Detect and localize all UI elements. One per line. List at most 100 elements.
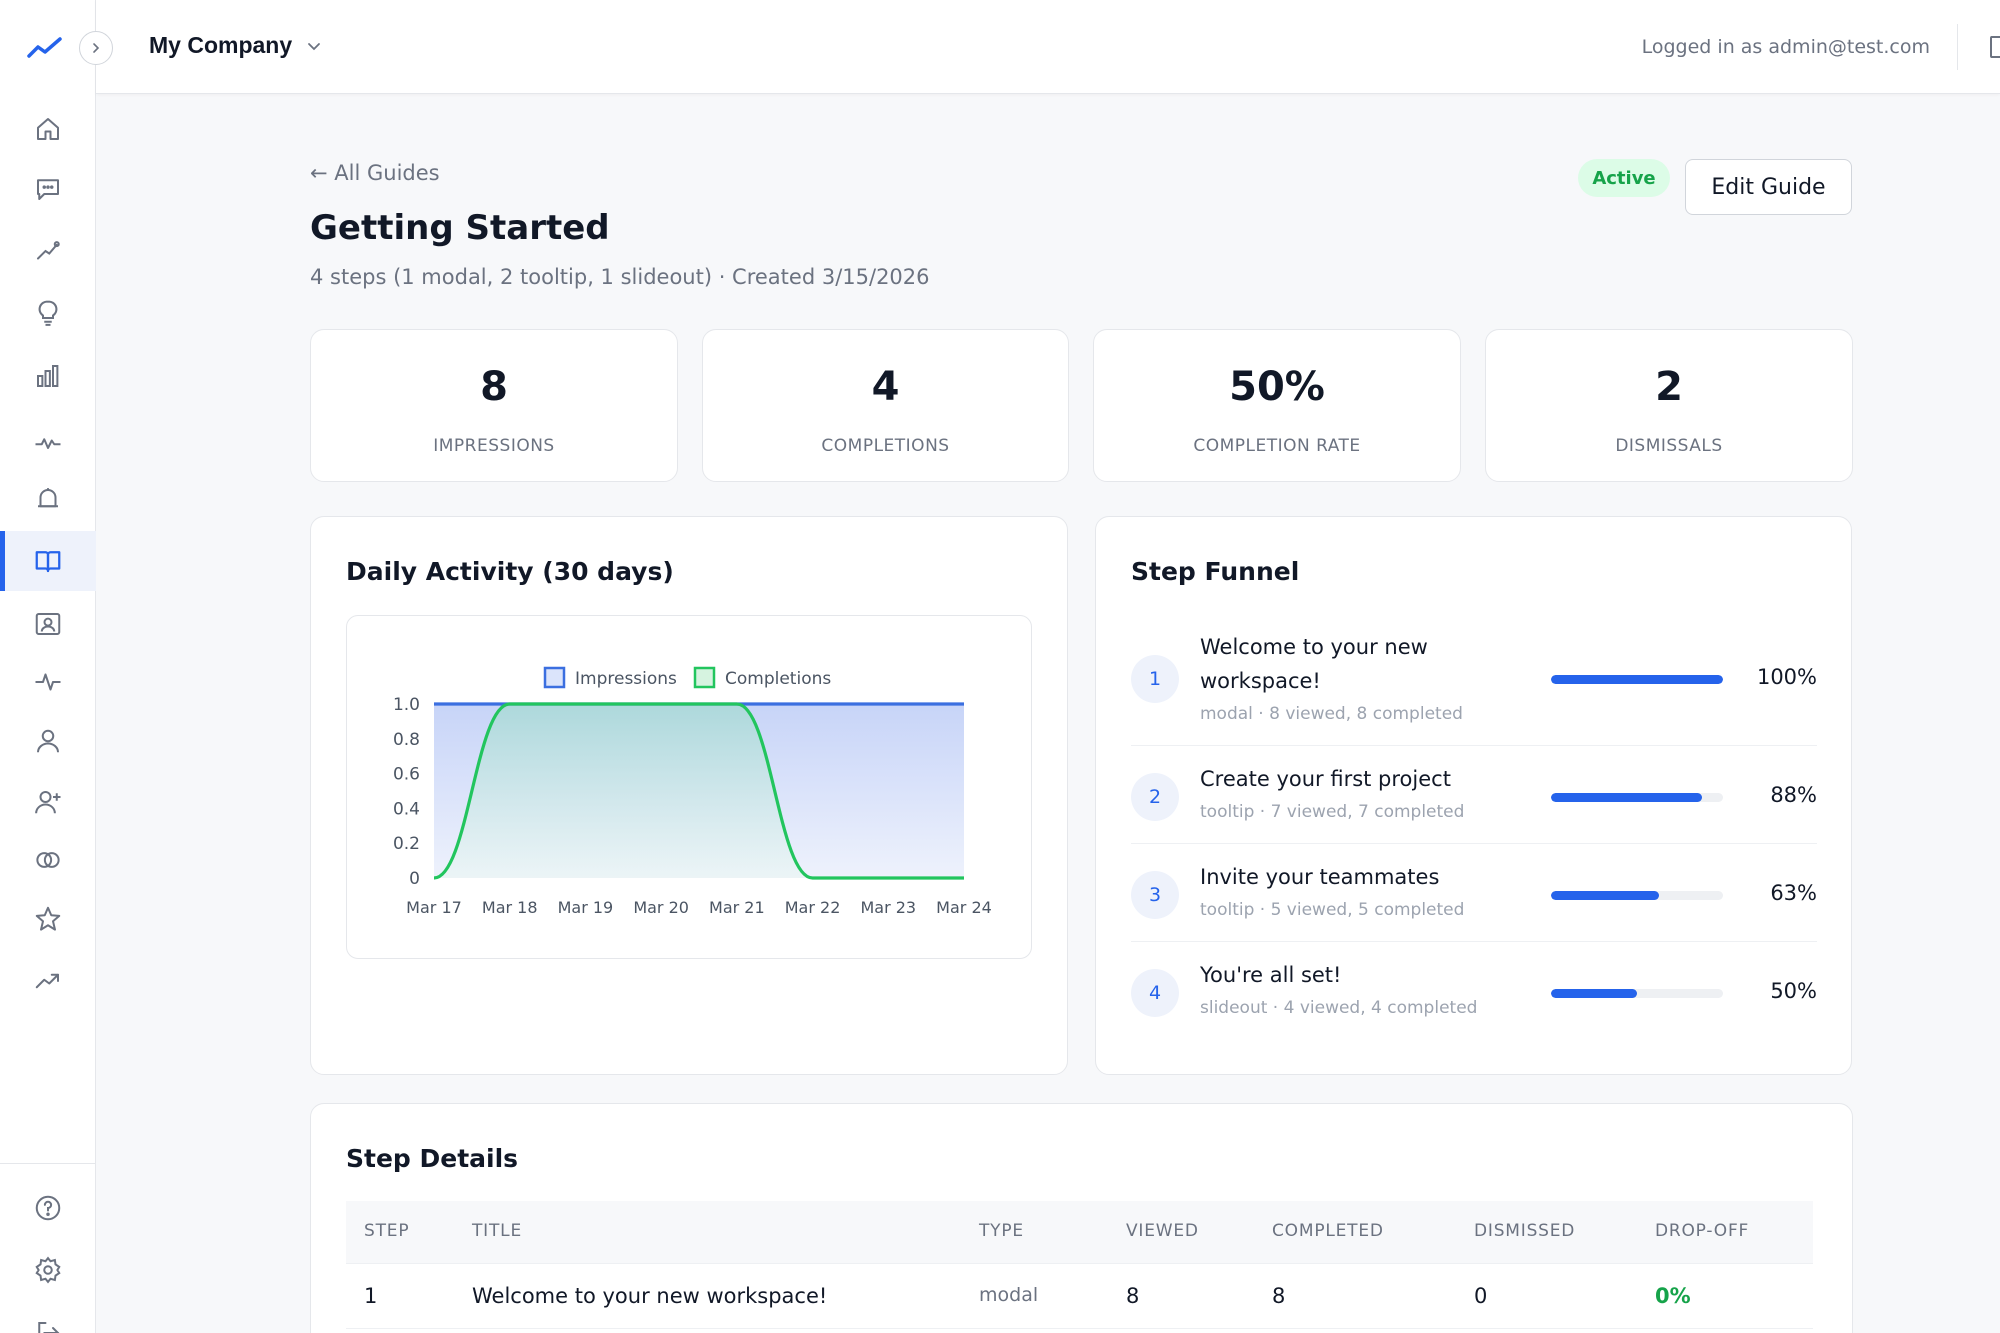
y-tick-label: 0.4 xyxy=(393,799,420,819)
sidebar-item-activity[interactable] xyxy=(0,652,96,712)
logout-icon xyxy=(38,1322,60,1333)
table-divider xyxy=(346,1263,1813,1264)
column-header-title[interactable]: TITLE xyxy=(472,1221,522,1241)
company-switcher[interactable]: My Company xyxy=(149,32,322,59)
stat-label: IMPRESSIONS xyxy=(433,436,555,456)
user-icon xyxy=(37,729,59,753)
stat-value: 4 xyxy=(871,364,900,410)
topbar: My Company Logged in as admin@test.com xyxy=(96,0,2000,94)
series-line-completions xyxy=(433,702,964,880)
x-tick-label: Mar 21 xyxy=(709,898,765,917)
stat-value: 2 xyxy=(1655,364,1683,410)
sidebar-toggle-button[interactable] xyxy=(79,31,113,65)
stat-label: COMPLETIONS xyxy=(821,436,950,456)
stat-label: COMPLETION RATE xyxy=(1193,436,1361,456)
step-meta: modal · 8 viewed, 8 completed xyxy=(1200,704,1463,724)
stat-card-completions: 4 COMPLETIONS xyxy=(702,329,1069,482)
x-tick-label: Mar 20 xyxy=(633,898,689,917)
status-badge: Active xyxy=(1578,159,1670,197)
back-to-guides-link[interactable]: ← All Guides xyxy=(310,161,440,185)
legend-label: Completions xyxy=(725,669,831,689)
activity-icon xyxy=(35,673,61,691)
sidebar-item-settings[interactable] xyxy=(0,1240,96,1300)
column-header-type[interactable]: TYPE xyxy=(979,1221,1024,1241)
step-number-badge: 4 xyxy=(1131,969,1179,1017)
sidebar-item-ideas[interactable] xyxy=(0,283,96,343)
x-tick-label: Mar 22 xyxy=(785,898,841,917)
step-meta: slideout · 4 viewed, 4 completed xyxy=(1200,998,1478,1018)
step-progress-bar xyxy=(1551,675,1723,684)
sidebar-item-users[interactable] xyxy=(0,711,96,771)
step-title: Create your first project xyxy=(1200,767,1451,791)
sidebar-item-trends[interactable] xyxy=(0,221,96,281)
bar-chart-icon xyxy=(37,365,59,387)
y-tick-label: 0.6 xyxy=(393,765,420,785)
y-tick-label: 1.0 xyxy=(393,695,420,715)
cell-completed: 8 xyxy=(1272,1284,1286,1308)
step-title: Welcome to your new workspace! xyxy=(1200,635,1428,693)
sidebar-item-invite[interactable] xyxy=(0,772,96,832)
column-header-dropoff[interactable]: DROP-OFF xyxy=(1655,1221,1750,1241)
chat-icon xyxy=(37,179,59,200)
card-title: Step Funnel xyxy=(1131,557,1300,586)
step-number-badge: 3 xyxy=(1131,871,1179,919)
sidebar-item-growth[interactable] xyxy=(0,951,96,1011)
cell-viewed: 8 xyxy=(1126,1284,1140,1308)
column-header-dismissed[interactable]: DISMISSED xyxy=(1474,1221,1576,1241)
sidebar-item-segments[interactable] xyxy=(0,830,96,890)
step-progress-bar xyxy=(1551,989,1723,998)
company-name: My Company xyxy=(149,32,293,58)
table-header: STEP TITLE TYPE VIEWED COMPLETED DISMISS… xyxy=(346,1201,1813,1263)
x-tick-label: Mar 17 xyxy=(406,898,462,917)
column-header-viewed[interactable]: VIEWED xyxy=(1126,1221,1199,1241)
stat-value: 50% xyxy=(1229,364,1325,410)
sidebar-item-contacts[interactable] xyxy=(0,594,96,654)
step-percentage: 50% xyxy=(1770,979,1817,1003)
step-percentage: 100% xyxy=(1756,665,1817,689)
topbar-divider xyxy=(1957,24,1958,70)
app-logo-icon[interactable] xyxy=(26,34,66,62)
y-tick-label: 0.8 xyxy=(393,730,420,750)
legend-label: Impressions xyxy=(575,669,677,689)
sidebar-item-favorites[interactable] xyxy=(0,889,96,949)
x-tick-label: Mar 23 xyxy=(860,898,916,917)
sidebar-item-messages[interactable] xyxy=(0,159,96,219)
sidebar-item-pulse[interactable] xyxy=(0,413,96,473)
help-icon xyxy=(35,1195,61,1221)
daily-activity-card: Daily Activity (30 days) 1.0 0.8 0.6 0.4 0.2… xyxy=(310,516,1068,1075)
column-header-completed[interactable]: COMPLETED xyxy=(1272,1221,1384,1241)
book-icon xyxy=(35,551,61,573)
step-progress-fill xyxy=(1551,793,1703,802)
sidebar-item-notifications[interactable] xyxy=(0,470,96,530)
column-header-step[interactable]: STEP xyxy=(364,1221,410,1241)
stat-card-completion-rate: 50% COMPLETION RATE xyxy=(1093,329,1461,482)
lightbulb-icon xyxy=(38,300,58,326)
chart-canvas: 1.0 0.8 0.6 0.4 0.2 0 Mar 17 Mar 18 Mar 19 Mar 20… xyxy=(393,666,992,917)
settings-icon xyxy=(35,1256,61,1284)
card-title: Daily Activity (30 days) xyxy=(346,557,674,586)
step-meta: tooltip · 7 viewed, 7 completed xyxy=(1200,802,1465,822)
legend-swatch xyxy=(693,666,716,689)
step-meta: tooltip · 5 viewed, 5 completed xyxy=(1200,900,1465,920)
funnel-divider xyxy=(1131,745,1817,746)
sidebar-item-guides[interactable] xyxy=(0,531,96,591)
step-progress-bar xyxy=(1551,891,1723,900)
funnel-step: 2 Create your first project tooltip · 7 … xyxy=(1131,762,1817,832)
sidebar-item-home[interactable] xyxy=(0,99,96,159)
growth-icon xyxy=(35,973,59,989)
step-progress-fill xyxy=(1551,675,1723,684)
step-details-card: Step Details STEP TITLE TYPE VIEWED COMP… xyxy=(310,1103,1853,1333)
edit-guide-button[interactable]: Edit Guide xyxy=(1685,159,1852,215)
sidebar-item-reports[interactable] xyxy=(0,346,96,406)
notifications-icon[interactable] xyxy=(1990,36,2000,58)
sidebar-item-help[interactable] xyxy=(0,1178,96,1238)
step-title: You're all set! xyxy=(1200,963,1342,987)
step-progress-fill xyxy=(1551,989,1637,998)
x-tick-label: Mar 24 xyxy=(936,898,992,917)
cell-type: modal xyxy=(979,1284,1039,1306)
sidebar xyxy=(0,0,96,1333)
sidebar-item-logout[interactable] xyxy=(0,1303,96,1333)
funnel-divider xyxy=(1131,843,1817,844)
funnel-divider xyxy=(1131,941,1817,942)
y-tick-label: 0.2 xyxy=(393,834,420,854)
